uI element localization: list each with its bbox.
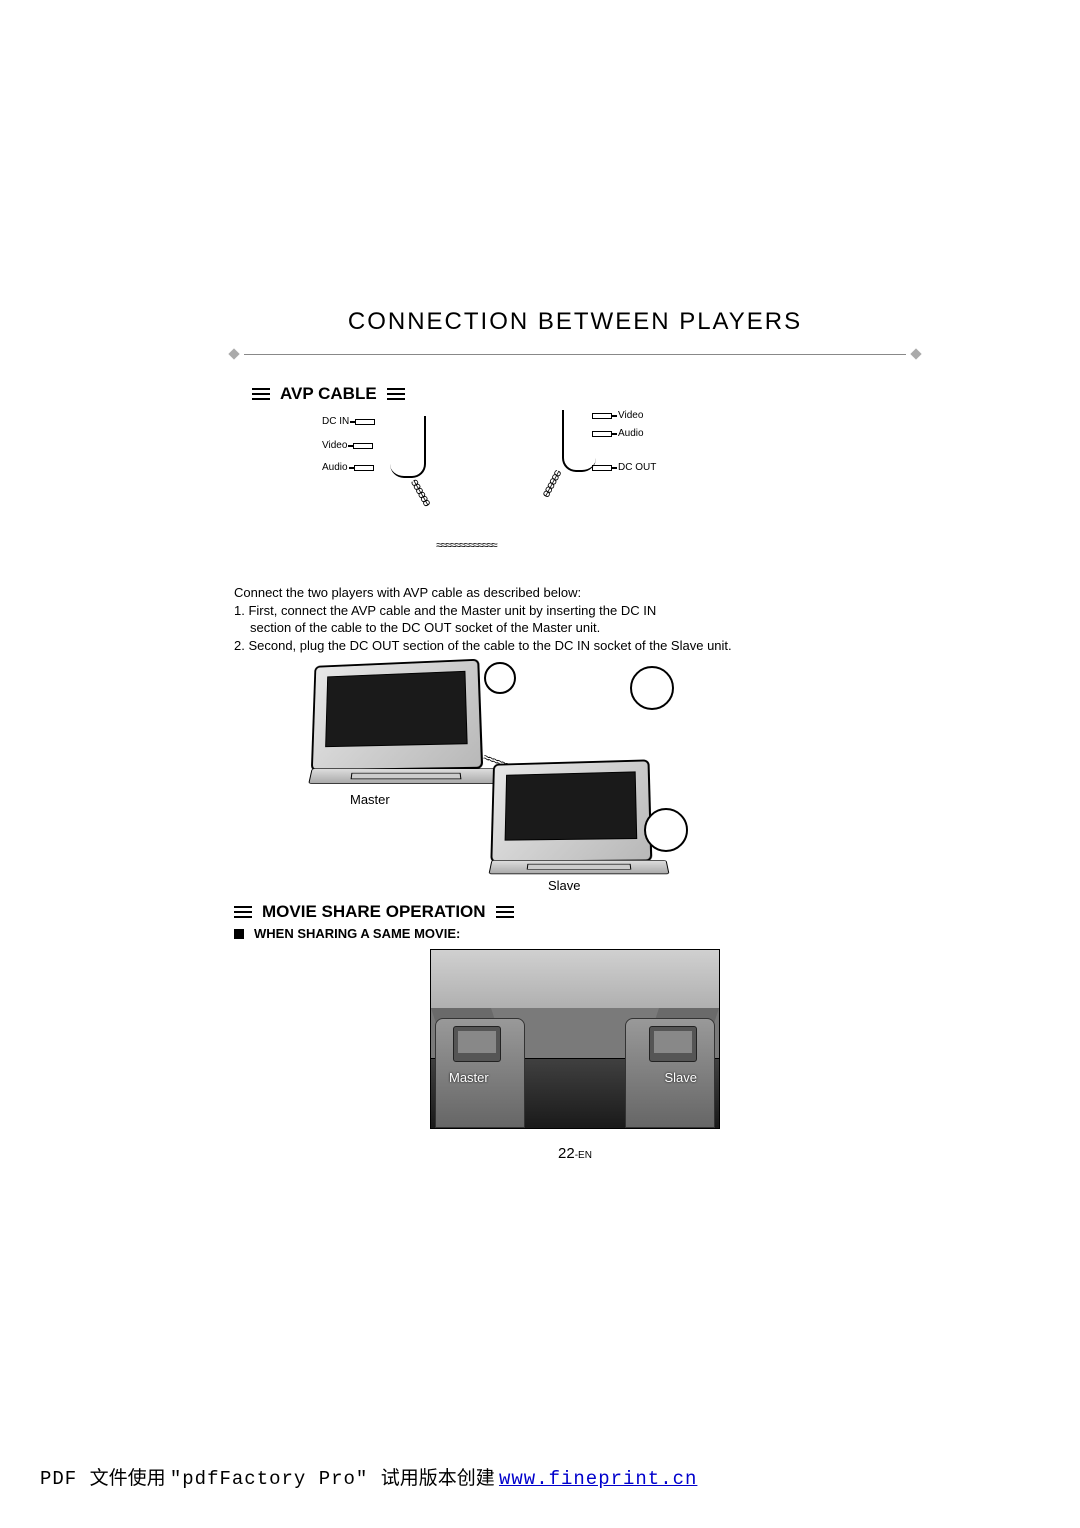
pdf-footer: PDF 文件使用 "pdfFactory Pro" 试用版本创建 www.fin… [40, 1463, 697, 1490]
heading-bars-icon [252, 385, 270, 403]
cable-coil-left: ɘɘɘɘɘɘ [408, 476, 434, 507]
car-interior-illustration: Master Slave [430, 949, 720, 1129]
plug-label: Audio [322, 462, 348, 473]
plug-dc-out: DC OUT [592, 462, 656, 473]
sub-heading-sharing: WHEN SHARING A SAME MOVIE: [234, 926, 920, 941]
heading-bars-icon [496, 903, 514, 921]
footer-text-3: "pdfFactory Pro" [170, 1468, 381, 1490]
avp-cable-diagram: DC IN Video Audio Video Audio DC OUT ɘɘɘ… [270, 408, 920, 578]
cable-coil-right: ɘɘɘɘɘɘ [540, 467, 566, 498]
cable-bend-right [562, 410, 596, 472]
section-movie-share-heading: MOVIE SHARE OPERATION [234, 902, 920, 922]
divider-diamond-left [228, 348, 239, 359]
car-master-label: Master [449, 1070, 489, 1085]
page-number-suffix: -EN [575, 1150, 592, 1161]
plug-audio-left: Audio [322, 462, 374, 473]
plug-label: DC OUT [618, 462, 656, 473]
instructions-step1b: section of the cable to the DC OUT socke… [250, 619, 920, 637]
plug-label: DC IN [322, 416, 349, 427]
footer-text-2: 文件使用 [90, 1463, 170, 1490]
instructions-step1a: 1. First, connect the AVP cable and the … [234, 602, 920, 620]
page-number: 22-EN [230, 1145, 920, 1162]
players-connection-diagram: Master ≈≈≈≈≈≈≈≈ Slave [230, 660, 920, 890]
car-windshield-view [431, 950, 719, 1008]
instructions-intro: Connect the two players with AVP cable a… [234, 584, 920, 602]
instructions-block: Connect the two players with AVP cable a… [234, 584, 920, 654]
port-closeup-slave-side [644, 808, 688, 852]
car-slave-label: Slave [664, 1070, 697, 1085]
sub-heading-text: WHEN SHARING A SAME MOVIE: [254, 926, 460, 941]
divider-line [244, 354, 906, 355]
port-closeup-master-back [484, 662, 516, 694]
plug-label: Audio [618, 428, 644, 439]
headrest-screen-slave [649, 1026, 697, 1062]
footer-text-4: 试用版本创建 [381, 1463, 499, 1490]
page-title: CONNECTION BETWEEN PLAYERS [230, 308, 920, 336]
section-avp-cable-heading: AVP CABLE [252, 384, 920, 404]
slave-player-illustration [490, 760, 668, 878]
slave-label: Slave [548, 878, 581, 893]
plug-label: Video [322, 440, 347, 451]
square-bullet-icon [234, 929, 244, 939]
plug-video-left: Video [322, 440, 373, 451]
section-heading-text: MOVIE SHARE OPERATION [262, 902, 486, 922]
cable-bend-left [390, 416, 426, 478]
section-heading-text: AVP CABLE [280, 384, 377, 404]
divider-diamond-right [910, 348, 921, 359]
plug-dc-in: DC IN [322, 416, 375, 427]
title-divider [230, 350, 920, 358]
headrest-screen-master [453, 1026, 501, 1062]
master-player-illustration [310, 660, 500, 788]
page-number-value: 22 [558, 1145, 575, 1162]
port-closeup-slave-top [630, 666, 674, 710]
plug-label: Video [618, 410, 643, 421]
cable-coil-bottom: ≈≈≈≈≈≈≈≈≈≈≈≈≈ [436, 538, 496, 552]
footer-text-1: PDF [40, 1468, 90, 1490]
heading-bars-icon [234, 903, 252, 921]
footer-link[interactable]: www.fineprint.cn [499, 1468, 697, 1490]
heading-bars-icon [387, 385, 405, 403]
instructions-step2: 2. Second, plug the DC OUT section of th… [234, 637, 920, 655]
master-label: Master [350, 792, 390, 807]
plug-video-right: Video [592, 410, 643, 421]
plug-audio-right: Audio [592, 428, 644, 439]
